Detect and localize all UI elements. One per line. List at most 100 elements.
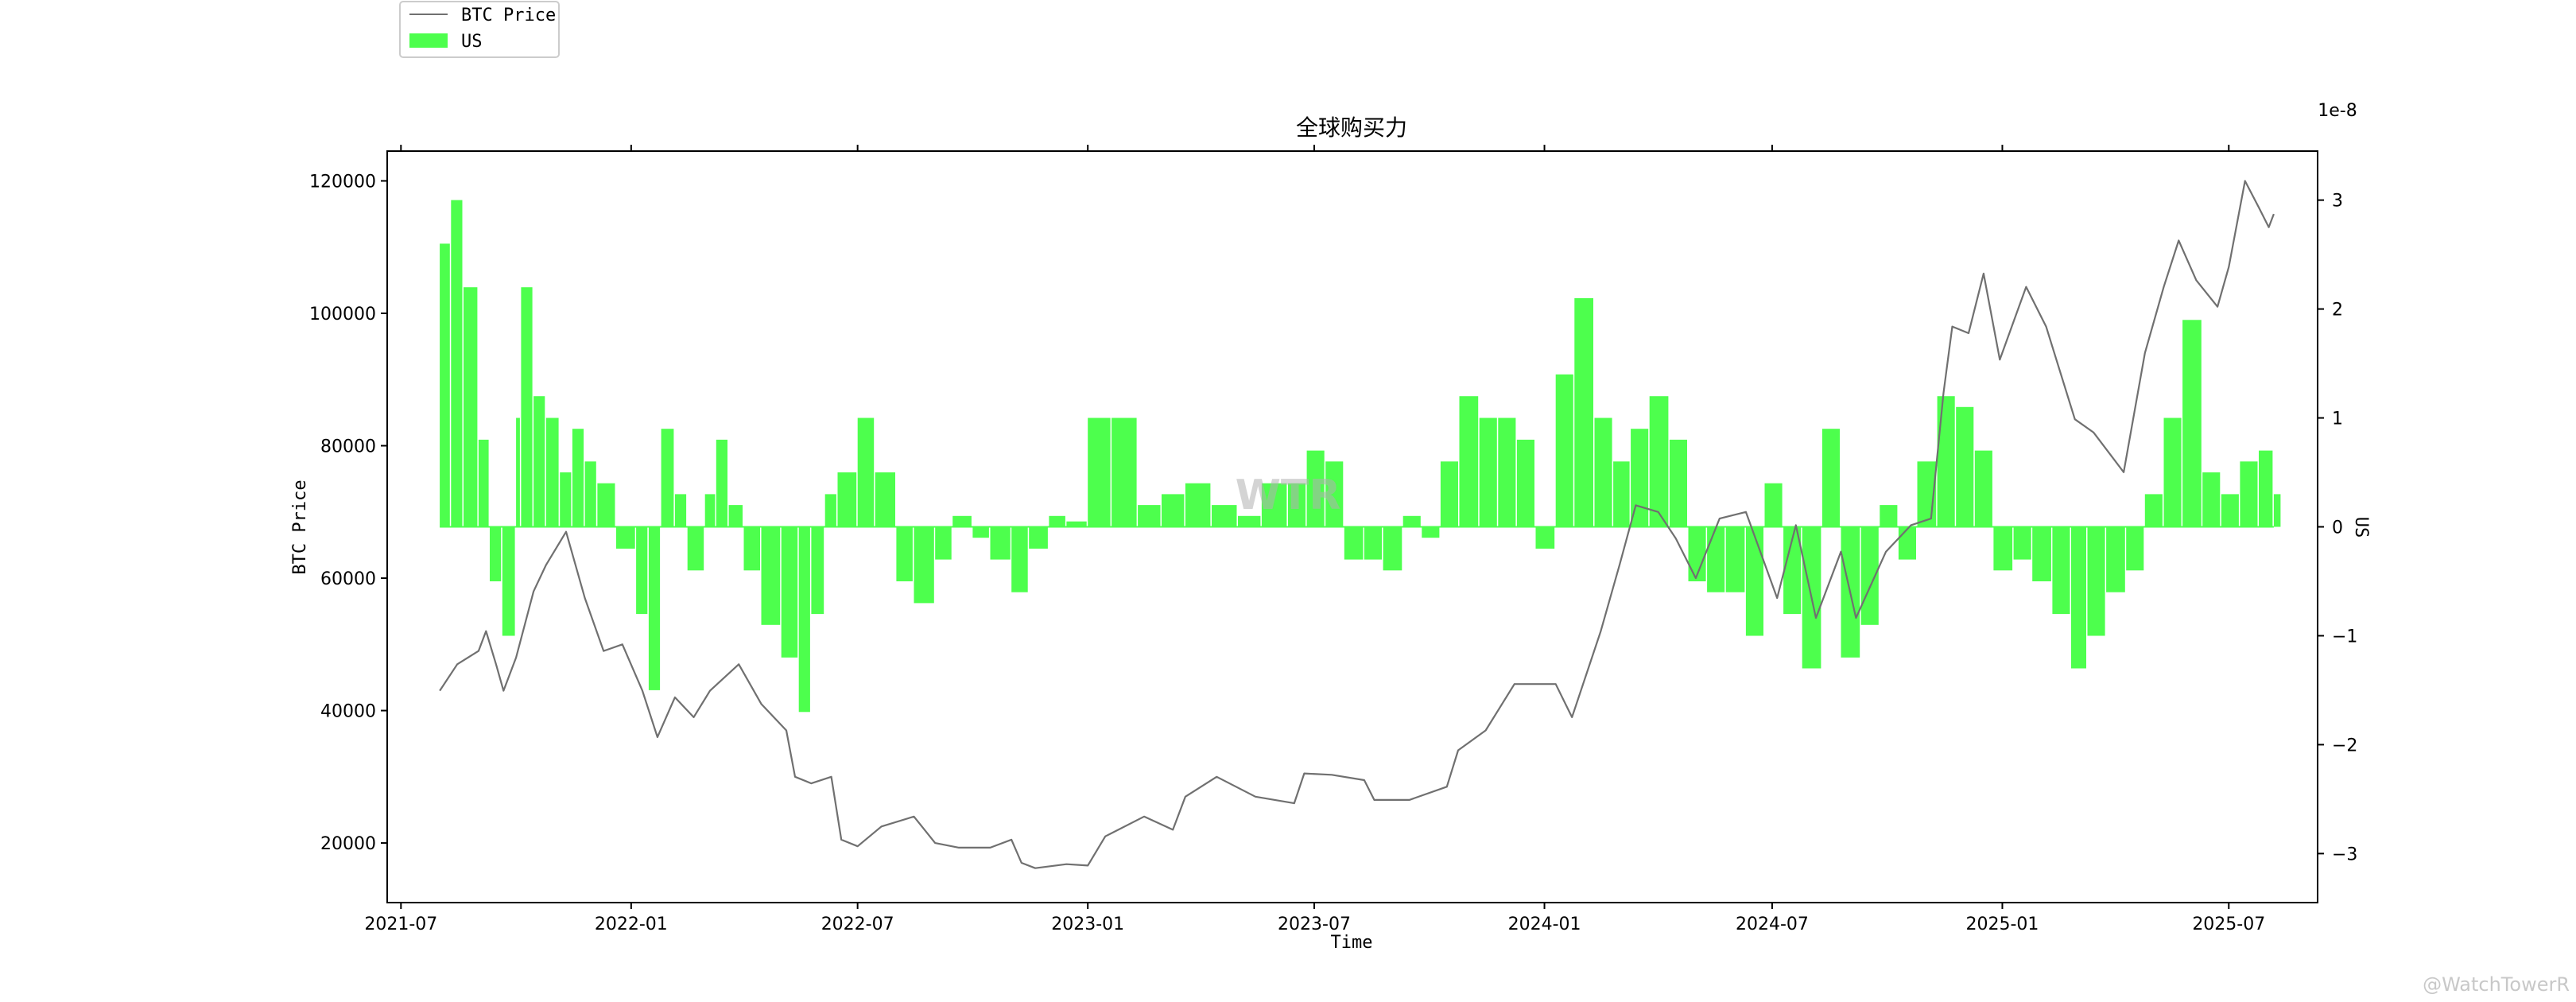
us-bar — [824, 494, 836, 527]
us-bar — [1860, 526, 1879, 625]
us-bar — [728, 505, 743, 527]
us-bar — [1049, 515, 1065, 527]
legend-swatch-us — [409, 33, 448, 48]
us-bar — [1238, 515, 1261, 527]
us-bar — [1707, 526, 1725, 592]
us-bar — [1066, 521, 1087, 527]
us-bar — [674, 494, 687, 527]
us-bar — [1479, 418, 1497, 527]
us-bar — [1764, 483, 1783, 527]
us-bar — [2163, 418, 2182, 527]
us-bar — [1783, 526, 1802, 615]
x-tick-label: 2025-01 — [1966, 915, 2039, 934]
us-bar — [451, 200, 463, 527]
us-bar — [2032, 526, 2051, 581]
us-bar — [2259, 450, 2273, 527]
us-bar — [857, 418, 875, 527]
us-bar — [2221, 494, 2239, 527]
y2-tick-label: 3 — [2332, 192, 2343, 212]
us-bar — [440, 243, 450, 527]
us-bar — [2071, 526, 2086, 669]
us-bar — [935, 526, 952, 560]
us-bar — [1535, 526, 1555, 549]
x-axis-label: Time — [1331, 933, 1373, 953]
watermark-corner: @WatchTowerR — [2423, 973, 2570, 996]
btc-price-line — [439, 180, 2275, 869]
y-tick-label: 60000 — [320, 569, 376, 589]
us-bar — [990, 526, 1011, 560]
us-bar — [743, 526, 760, 571]
y2-axis-ticks: −3 −2 −1 0 1 2 3 — [2318, 192, 2357, 864]
chart-title: 全球购买力 — [1296, 115, 1407, 141]
us-bar — [1574, 297, 1593, 527]
us-bar — [1364, 526, 1382, 560]
y-tick-label: 100000 — [309, 305, 376, 324]
y2-tick-label: 1 — [2332, 410, 2343, 429]
us-bar — [716, 439, 727, 527]
us-bar — [1725, 526, 1745, 592]
us-bar — [1937, 396, 1955, 527]
y2-tick-label: 0 — [2332, 518, 2343, 538]
y-tick-label: 80000 — [320, 437, 376, 457]
us-bars — [440, 200, 2281, 713]
y-axis-ticks: 20000 40000 60000 80000 100000 120000 — [309, 172, 387, 854]
us-bar — [1402, 515, 1421, 527]
y-tick-label: 40000 — [320, 702, 376, 722]
us-bar — [572, 429, 584, 527]
us-bar — [1649, 396, 1669, 527]
us-bar — [1088, 418, 1111, 527]
us-bar — [2106, 526, 2125, 592]
us-bar — [1344, 526, 1364, 560]
us-bar — [490, 526, 502, 581]
us-bar — [2144, 494, 2163, 527]
y2-tick-label: 2 — [2332, 301, 2343, 320]
y-tick-label: 120000 — [309, 172, 376, 192]
us-bar — [648, 526, 661, 690]
us-bar — [2202, 472, 2221, 527]
us-bar — [464, 287, 478, 527]
us-bar — [2240, 461, 2258, 527]
us-bar — [837, 472, 857, 527]
us-bar — [545, 418, 559, 527]
us-bar — [1516, 439, 1534, 527]
us-bar — [2126, 526, 2144, 571]
legend-label-us: US — [461, 32, 483, 52]
us-bar — [2052, 526, 2070, 615]
x-tick-label: 2022-07 — [821, 915, 894, 934]
us-bar — [1993, 526, 2013, 571]
us-bar — [1162, 494, 1185, 527]
us-bar — [875, 472, 895, 527]
y-axis-label: BTC Price — [290, 480, 310, 574]
us-bar — [2013, 526, 2031, 560]
us-bar — [1669, 439, 1687, 527]
us-bar — [972, 526, 989, 538]
us-bar — [1631, 429, 1649, 527]
x-axis-ticks: 2021-07 2022-01 2022-07 2023-01 2023-07 2024-… — [364, 145, 2265, 934]
us-bar — [1898, 526, 1916, 560]
us-bar — [661, 429, 674, 527]
x-tick-label: 2025-07 — [2192, 915, 2265, 934]
us-bar — [1111, 418, 1137, 527]
us-bar — [1325, 461, 1344, 527]
us-bar — [896, 526, 913, 581]
us-bar — [761, 526, 781, 625]
us-bar — [2273, 494, 2281, 527]
us-bar — [1459, 396, 1479, 527]
x-tick-label: 2022-01 — [595, 915, 668, 934]
us-bar — [1745, 526, 1763, 636]
x-tick-label: 2024-01 — [1508, 915, 1581, 934]
x-tick-label: 2023-01 — [1051, 915, 1124, 934]
us-bar — [1138, 505, 1161, 527]
us-bar — [952, 515, 972, 527]
legend: BTC Price US — [399, 1, 560, 58]
y2-tick-label: −2 — [2332, 736, 2357, 755]
us-bar — [1011, 526, 1028, 592]
us-bar — [1422, 526, 1440, 538]
y2-offset-text: 1e-8 — [2318, 101, 2357, 121]
us-bar — [1555, 374, 1573, 527]
us-bar — [478, 439, 489, 527]
legend-label-btc-price: BTC Price — [461, 6, 556, 25]
us-bar — [1974, 450, 1992, 527]
us-bar — [2087, 526, 2105, 636]
watermark-center: WTR — [1236, 472, 1341, 519]
